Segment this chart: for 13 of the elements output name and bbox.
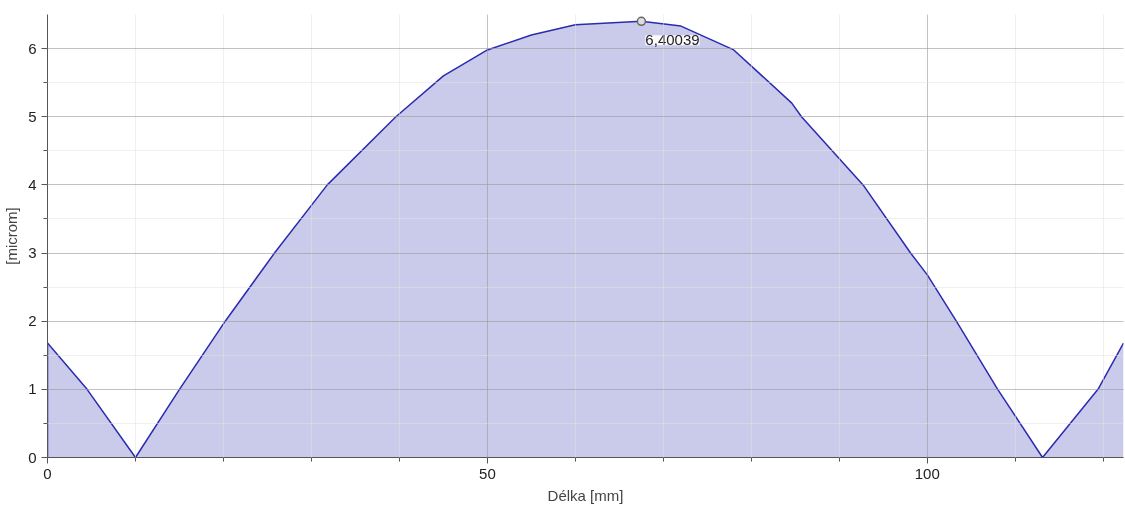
y-tick-label: 0 bbox=[28, 448, 37, 466]
annotation: 6,40039 bbox=[645, 31, 700, 49]
x-tick-label: 100 bbox=[914, 464, 940, 482]
y-tick-label: 5 bbox=[28, 107, 37, 125]
x-tick-label: 50 bbox=[479, 464, 496, 482]
x-tick-label: 0 bbox=[43, 464, 52, 482]
y-tick-label: 4 bbox=[28, 175, 37, 193]
y-axis-title: [microm] bbox=[3, 207, 21, 265]
y-tick-label: 1 bbox=[28, 380, 37, 398]
y-tick-label: 6 bbox=[28, 39, 37, 57]
y-tick-label: 3 bbox=[28, 244, 37, 262]
x-axis-title: Délka [mm] bbox=[547, 486, 624, 504]
y-tick-label: 2 bbox=[28, 312, 37, 330]
